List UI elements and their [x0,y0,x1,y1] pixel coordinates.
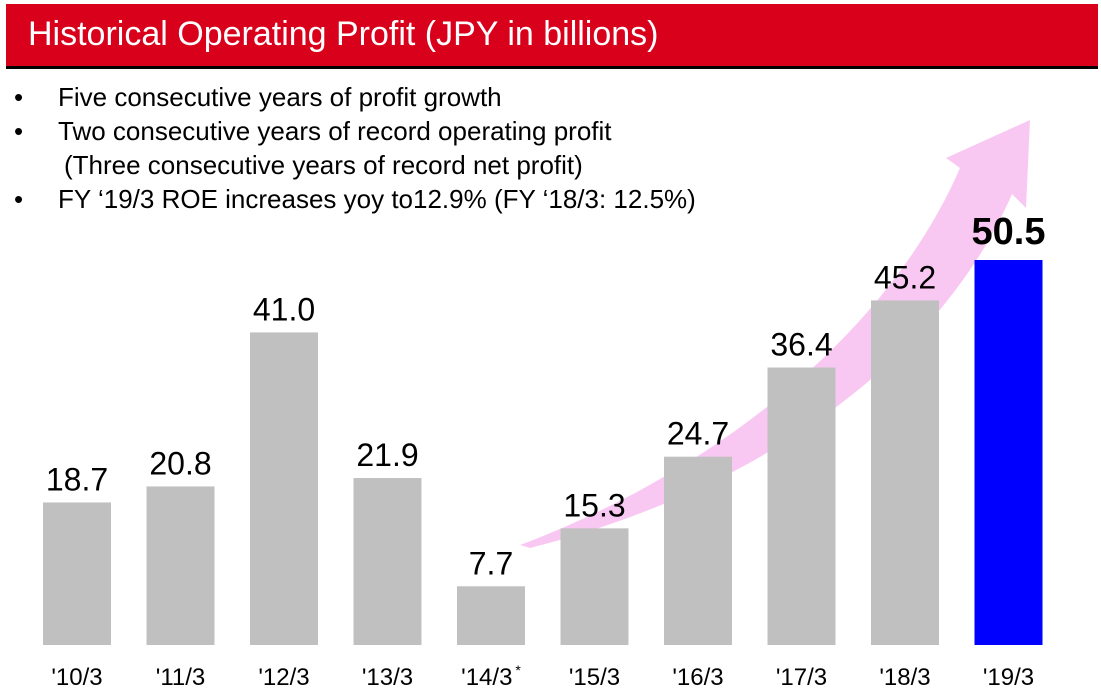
bar-143 [457,586,525,645]
bar-103 [43,502,111,645]
bar-163 [664,456,732,645]
bullet-subtext: (Three consecutive years of record net p… [64,150,583,180]
title-banner: Historical Operating Profit (JPY in bill… [6,4,1098,66]
data-label: 45.2 [874,259,936,295]
x-tick-label: '14/3 * [461,662,521,691]
bar-153 [560,528,629,645]
x-tick-labels-group: '10/3 '11/3 '12/3 '13/3 '14/3 * '15/3 '16/3 '17/… [51,662,1034,691]
bar-113 [146,486,215,645]
x-tick-label: '11/3 [156,664,206,691]
data-label: 36.4 [770,326,832,362]
data-label: 21.9 [356,437,418,473]
x-tick-label: '15/3 [569,664,620,691]
bullet-list: • Five consecutive years of profit growt… [14,80,696,216]
bullet-icon: • [14,184,24,214]
growth-arrow [520,120,1030,548]
x-tick-label: '18/3 [879,664,930,691]
bullet-text: Five consecutive years of profit growth [58,82,502,112]
data-label: 24.7 [667,416,729,452]
bullet-icon: • [14,82,24,112]
bullet-icon: • [14,116,24,146]
x-tick-label: '17/3 [776,664,827,691]
data-label: 20.8 [149,445,211,481]
data-label: 15.3 [563,487,625,523]
x-tick-label: '16/3 [672,664,723,691]
data-label: 7.7 [469,545,513,581]
x-tick-label: '12/3 [258,664,309,691]
title-underline [6,66,1098,69]
bullet-text: Two consecutive years of record operatin… [58,116,612,146]
data-label: 18.7 [46,461,108,497]
bullet-text: FY ‘19/3 ROE increases yoy to12.9% (FY ‘… [58,184,696,214]
bar-173 [767,367,836,645]
x-tick-label: '10/3 [51,664,102,691]
page-title: Historical Operating Profit (JPY in bill… [28,15,659,53]
footnote-marker: * [515,662,521,678]
bars-group [43,260,1043,645]
data-label: 41.0 [253,291,315,327]
bullet-item: • FY ‘19/3 ROE increases yoy to12.9% (FY… [14,182,696,216]
x-tick-label: '13/3 [362,664,413,691]
bar-183 [871,300,939,645]
bar-123 [250,332,318,645]
data-labels-group: 18.7 20.8 41.0 21.9 7.7 15.3 24.7 36.4 45.2 50.5 [46,211,1046,581]
bar-193 [974,260,1043,645]
bullet-item: • Two consecutive years of record operat… [14,114,696,148]
bar-133 [353,478,422,645]
data-label: 50.5 [972,211,1046,253]
bullet-item: • Five consecutive years of profit growt… [14,80,696,114]
x-tick-label: '19/3 [983,664,1034,691]
